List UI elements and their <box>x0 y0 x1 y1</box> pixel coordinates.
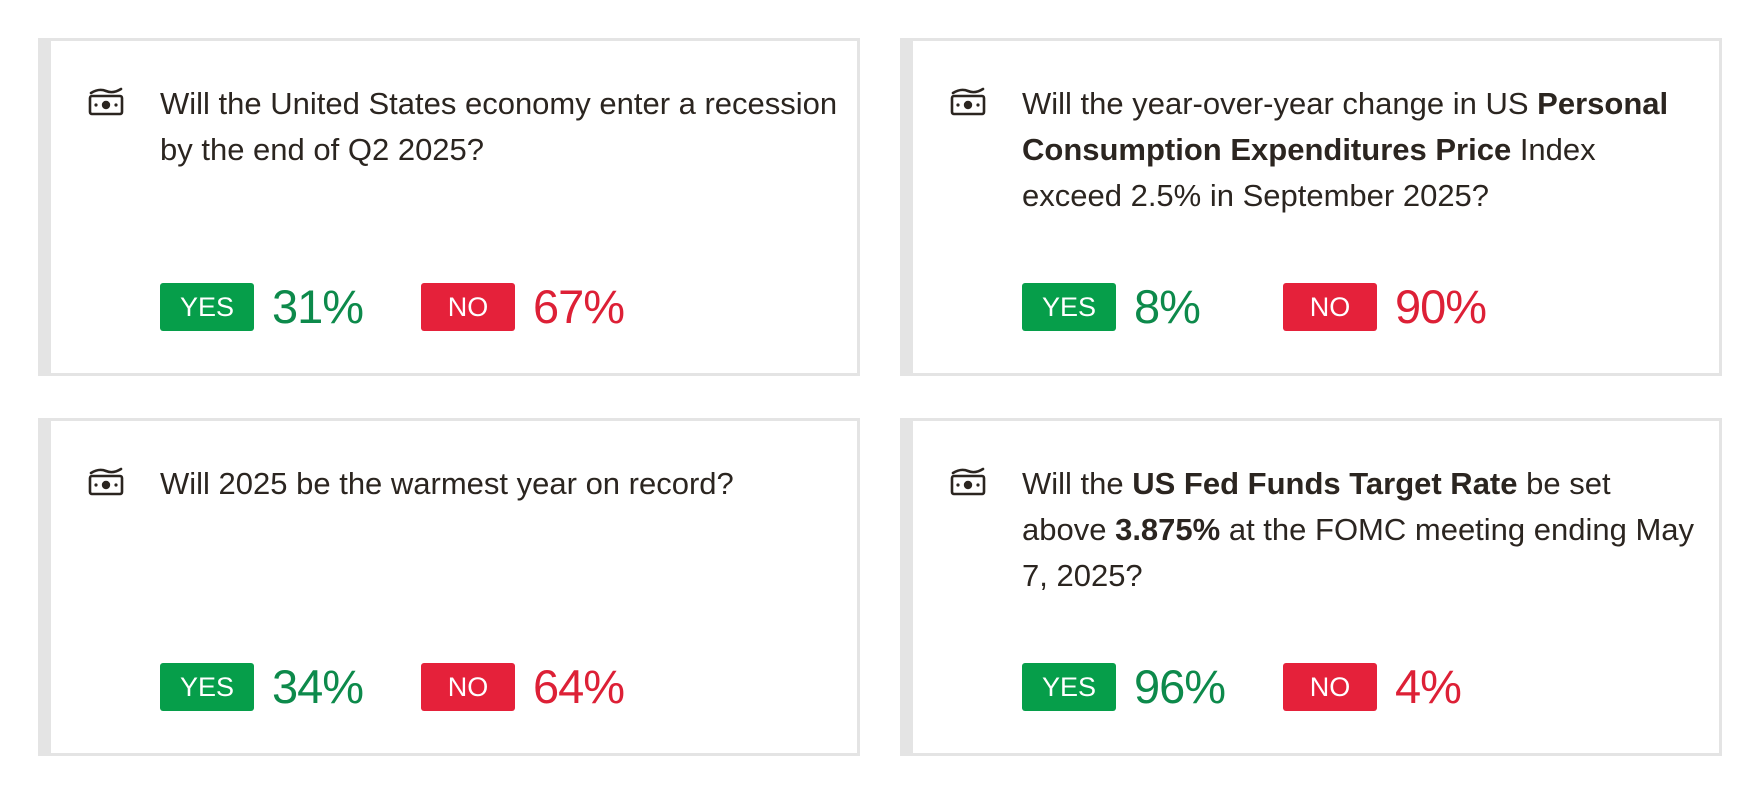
yes-percent: 34% <box>272 660 364 713</box>
question-text: Will the year-over-year change in US <box>1022 86 1538 121</box>
question-text-bold: 3.875% <box>1115 512 1221 547</box>
yes-percent: 8% <box>1134 280 1201 333</box>
yes-badge[interactable]: YES <box>160 283 254 331</box>
market-card[interactable]: Will the US Fed Funds Target Rate be set… <box>900 418 1722 756</box>
no-percent: 90% <box>1395 280 1487 333</box>
question-text: at the FOMC meeting ending May 7, 2025? <box>1022 512 1695 593</box>
market-question: Will the US Fed Funds Target Rate be set… <box>1022 461 1702 599</box>
no-badge[interactable]: NO <box>1283 283 1377 331</box>
question-text: be set above <box>1022 466 1611 547</box>
yes-badge[interactable]: YES <box>1022 663 1116 711</box>
market-question: Will the year-over-year change in US Per… <box>1022 81 1702 219</box>
money-bill-icon <box>950 87 986 117</box>
no-percent: 64% <box>533 660 625 713</box>
question-text: Will 2025 be the warmest year on record? <box>160 466 734 501</box>
no-percent: 4% <box>1395 660 1462 713</box>
money-bill-icon <box>88 467 124 497</box>
question-text-bold: Personal Consumption Expenditures Price <box>1022 86 1669 167</box>
yes-badge[interactable]: YES <box>160 663 254 711</box>
market-question: Will the United States economy enter a r… <box>160 81 840 173</box>
market-card[interactable]: Will the year-over-year change in US Per… <box>900 38 1722 376</box>
yes-percent: 96% <box>1134 660 1226 713</box>
market-card[interactable]: Will 2025 be the warmest year on record?… <box>38 418 860 756</box>
market-card[interactable]: Will the United States economy enter a r… <box>38 38 860 376</box>
no-badge[interactable]: NO <box>421 663 515 711</box>
market-grid: Will the United States economy enter a r… <box>38 38 1722 758</box>
question-text: Index exceed 2.5% in September 2025? <box>1022 132 1596 213</box>
question-text: Will the United States economy enter a r… <box>160 86 838 167</box>
no-badge[interactable]: NO <box>421 283 515 331</box>
no-badge[interactable]: NO <box>1283 663 1377 711</box>
no-percent: 67% <box>533 280 625 333</box>
yes-badge[interactable]: YES <box>1022 283 1116 331</box>
question-text-bold: US Fed Funds Target Rate <box>1132 466 1518 501</box>
yes-percent: 31% <box>272 280 364 333</box>
market-question: Will 2025 be the warmest year on record? <box>160 461 840 507</box>
money-bill-icon <box>950 467 986 497</box>
money-bill-icon <box>88 87 124 117</box>
question-text: Will the <box>1022 466 1133 501</box>
